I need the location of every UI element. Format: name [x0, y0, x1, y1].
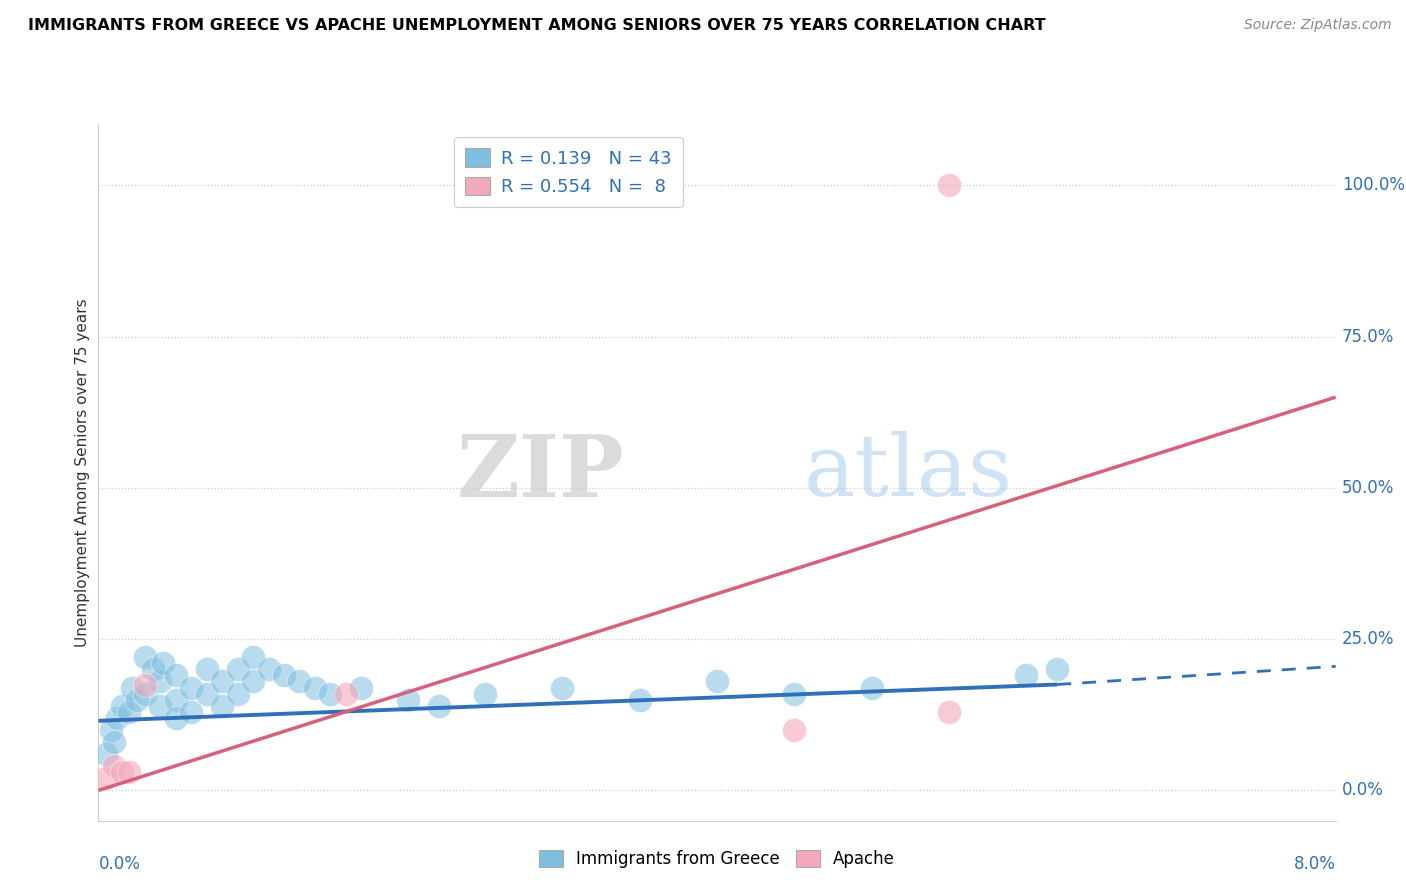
Point: [628, 692, 651, 706]
Text: 0.0%: 0.0%: [1341, 781, 1384, 799]
Legend: Immigrants from Greece, Apache: Immigrants from Greece, Apache: [533, 844, 901, 875]
Point: [783, 723, 806, 737]
Point: [152, 657, 174, 671]
Point: [396, 692, 419, 706]
Text: 25.0%: 25.0%: [1341, 630, 1395, 648]
Text: IMMIGRANTS FROM GREECE VS APACHE UNEMPLOYMENT AMONG SENIORS OVER 75 YEARS CORREL: IMMIGRANTS FROM GREECE VS APACHE UNEMPLO…: [28, 18, 1046, 33]
Point: [96, 772, 118, 786]
Point: [242, 650, 264, 665]
Point: [783, 687, 806, 701]
Text: ZIP: ZIP: [457, 431, 624, 515]
Point: [226, 662, 249, 676]
Point: [226, 687, 249, 701]
Point: [149, 674, 172, 689]
Point: [180, 681, 202, 695]
Point: [134, 650, 156, 665]
Point: [111, 698, 132, 713]
Point: [149, 698, 172, 713]
Point: [121, 681, 143, 695]
Point: [1046, 662, 1069, 676]
Point: [195, 687, 218, 701]
Point: [304, 681, 326, 695]
Point: [118, 765, 141, 780]
Point: [165, 711, 187, 725]
Point: [319, 687, 342, 701]
Point: [938, 705, 960, 719]
Point: [211, 674, 233, 689]
Point: [860, 681, 883, 695]
Point: [180, 705, 202, 719]
Point: [165, 692, 187, 706]
Point: [127, 692, 149, 706]
Text: 8.0%: 8.0%: [1294, 855, 1336, 873]
Point: [118, 705, 141, 719]
Point: [257, 662, 280, 676]
Point: [105, 711, 128, 725]
Point: [474, 687, 496, 701]
Text: 75.0%: 75.0%: [1341, 327, 1395, 345]
Text: Source: ZipAtlas.com: Source: ZipAtlas.com: [1244, 18, 1392, 32]
Text: 0.0%: 0.0%: [98, 855, 141, 873]
Point: [111, 765, 132, 780]
Point: [938, 178, 960, 193]
Text: atlas: atlas: [804, 431, 1012, 515]
Point: [195, 662, 218, 676]
Point: [165, 668, 187, 682]
Point: [134, 687, 156, 701]
Point: [288, 674, 311, 689]
Point: [242, 674, 264, 689]
Point: [134, 677, 156, 691]
Point: [141, 662, 165, 676]
Text: 100.0%: 100.0%: [1341, 177, 1405, 194]
Point: [273, 668, 295, 682]
Point: [350, 681, 373, 695]
Text: 50.0%: 50.0%: [1341, 479, 1395, 497]
Point: [211, 698, 233, 713]
Point: [103, 759, 125, 773]
Point: [427, 698, 450, 713]
Y-axis label: Unemployment Among Seniors over 75 years: Unemployment Among Seniors over 75 years: [75, 299, 90, 647]
Point: [1015, 668, 1038, 682]
Point: [96, 747, 118, 761]
Point: [335, 687, 357, 701]
Point: [551, 681, 574, 695]
Point: [706, 674, 728, 689]
Point: [103, 735, 125, 749]
Point: [100, 723, 122, 737]
